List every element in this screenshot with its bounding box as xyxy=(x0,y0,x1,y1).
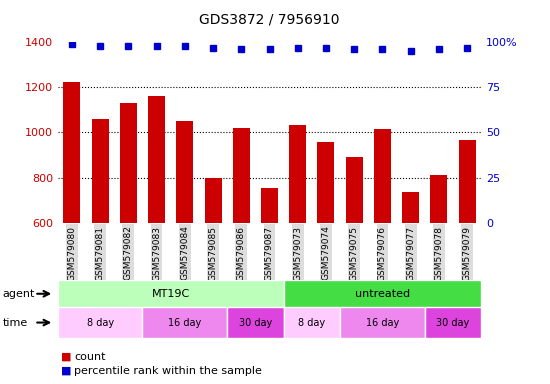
Bar xyxy=(402,192,419,358)
Bar xyxy=(261,188,278,358)
Bar xyxy=(58,280,284,307)
Text: GSM579075: GSM579075 xyxy=(350,226,359,281)
Text: 30 day: 30 day xyxy=(436,318,470,328)
Bar xyxy=(346,157,362,358)
Text: untreated: untreated xyxy=(355,289,410,299)
Text: 16 day: 16 day xyxy=(168,318,201,328)
Text: 8 day: 8 day xyxy=(86,318,114,328)
Text: ■: ■ xyxy=(60,366,71,376)
Bar xyxy=(177,121,193,358)
Text: GSM579078: GSM579078 xyxy=(434,226,443,281)
Bar xyxy=(459,141,476,358)
Text: time: time xyxy=(3,318,28,328)
Text: GSM579081: GSM579081 xyxy=(96,226,104,281)
Text: percentile rank within the sample: percentile rank within the sample xyxy=(74,366,262,376)
Text: 30 day: 30 day xyxy=(239,318,272,328)
Text: count: count xyxy=(74,352,106,362)
Bar xyxy=(425,307,481,338)
Text: GSM579076: GSM579076 xyxy=(378,226,387,281)
Bar xyxy=(148,96,165,358)
Text: GSM579080: GSM579080 xyxy=(67,226,76,281)
Bar xyxy=(340,307,425,338)
Text: GSM579073: GSM579073 xyxy=(293,226,303,281)
Bar xyxy=(284,307,340,338)
Bar xyxy=(431,175,447,358)
Text: GSM579087: GSM579087 xyxy=(265,226,274,281)
Text: MT19C: MT19C xyxy=(152,289,190,299)
Text: agent: agent xyxy=(3,289,35,299)
Text: ■: ■ xyxy=(60,352,71,362)
Bar xyxy=(58,307,142,338)
Text: GSM579083: GSM579083 xyxy=(152,226,161,281)
Text: GSM579074: GSM579074 xyxy=(321,226,331,280)
Text: 16 day: 16 day xyxy=(366,318,399,328)
Text: GSM579082: GSM579082 xyxy=(124,226,133,280)
Text: GSM579086: GSM579086 xyxy=(236,226,246,281)
Text: GSM579079: GSM579079 xyxy=(463,226,472,281)
Bar xyxy=(233,128,250,358)
Bar xyxy=(205,177,222,358)
Bar xyxy=(142,307,227,338)
Bar xyxy=(289,124,306,358)
Text: GSM579085: GSM579085 xyxy=(208,226,218,281)
Bar xyxy=(374,129,391,358)
Bar xyxy=(63,82,80,358)
Bar xyxy=(227,307,284,338)
Bar xyxy=(120,103,137,358)
Text: GSM579084: GSM579084 xyxy=(180,226,189,280)
Text: 8 day: 8 day xyxy=(298,318,326,328)
Text: GDS3872 / 7956910: GDS3872 / 7956910 xyxy=(199,12,340,26)
Bar xyxy=(317,142,334,358)
Bar xyxy=(92,119,108,358)
Bar xyxy=(284,280,481,307)
Text: GSM579077: GSM579077 xyxy=(406,226,415,281)
